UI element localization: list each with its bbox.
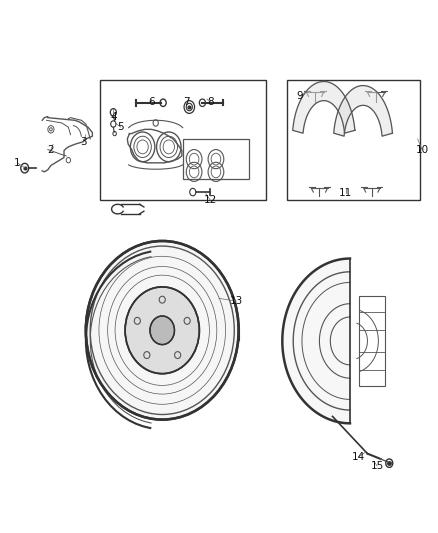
Text: 8: 8: [207, 96, 214, 107]
Text: 1: 1: [14, 158, 21, 168]
Polygon shape: [334, 86, 392, 136]
Text: 11: 11: [339, 188, 352, 198]
Text: 9: 9: [297, 91, 303, 101]
Ellipse shape: [150, 316, 174, 344]
Text: 4: 4: [110, 111, 117, 122]
Text: 6: 6: [148, 96, 155, 107]
Text: 10: 10: [416, 144, 429, 155]
Text: 14: 14: [352, 452, 365, 462]
Bar: [183, 139, 249, 179]
Text: 3: 3: [80, 136, 87, 147]
Bar: [359, 296, 385, 386]
Text: 2: 2: [48, 144, 54, 155]
Bar: [287, 80, 420, 200]
Polygon shape: [293, 82, 355, 133]
Text: 5: 5: [117, 122, 124, 132]
Ellipse shape: [86, 241, 239, 419]
Text: 12: 12: [204, 195, 217, 205]
Polygon shape: [283, 259, 350, 423]
Ellipse shape: [125, 287, 199, 374]
Text: 13: 13: [230, 296, 243, 306]
Text: 15: 15: [371, 461, 384, 471]
Text: 7: 7: [183, 96, 190, 107]
Bar: [100, 80, 266, 200]
